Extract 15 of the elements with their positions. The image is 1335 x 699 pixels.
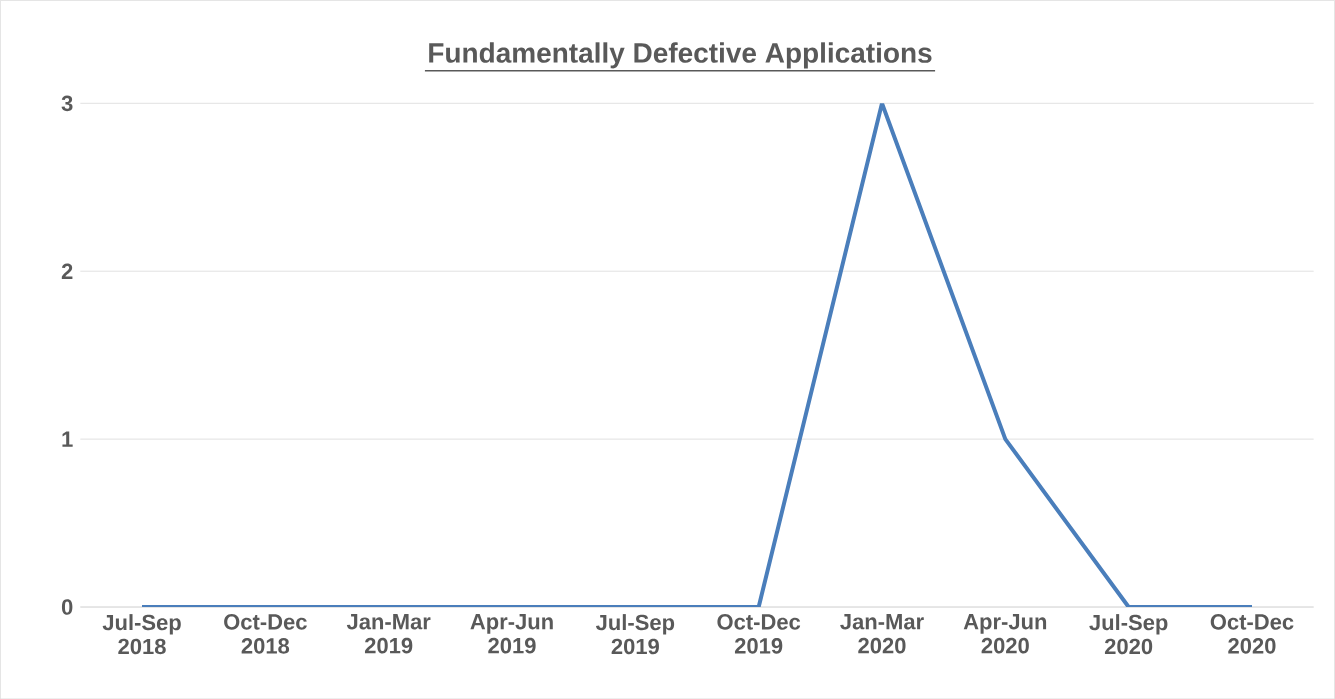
x-tick-label: Oct-Dec 2019 [717,613,801,654]
x-tick-label: Apr-Jun 2020 [963,613,1047,654]
y-tick-label: 3 [61,95,73,111]
x-tick-label: Jul-Sep 2018 [102,613,181,655]
x-tick-label: Apr-Jun 2019 [470,613,553,654]
x-tick-label: Oct-Dec 2018 [224,613,307,654]
chart-title: Fundamentally Defective Applications [429,42,932,69]
y-tick-label: 1 [62,431,73,447]
x-tick-label: Oct-Dec 2020 [1210,613,1294,654]
x-tick-label: Jan-Mar 2020 [840,613,924,654]
x-tick-label: Jul-Sep 2020 [1089,613,1168,655]
x-tick-label: Jan-Mar 2019 [346,613,431,654]
y-tick-label: 0 [61,599,73,615]
x-tick-label: Jul-Sep 2019 [595,613,675,655]
y-tick-label: 2 [61,263,73,279]
